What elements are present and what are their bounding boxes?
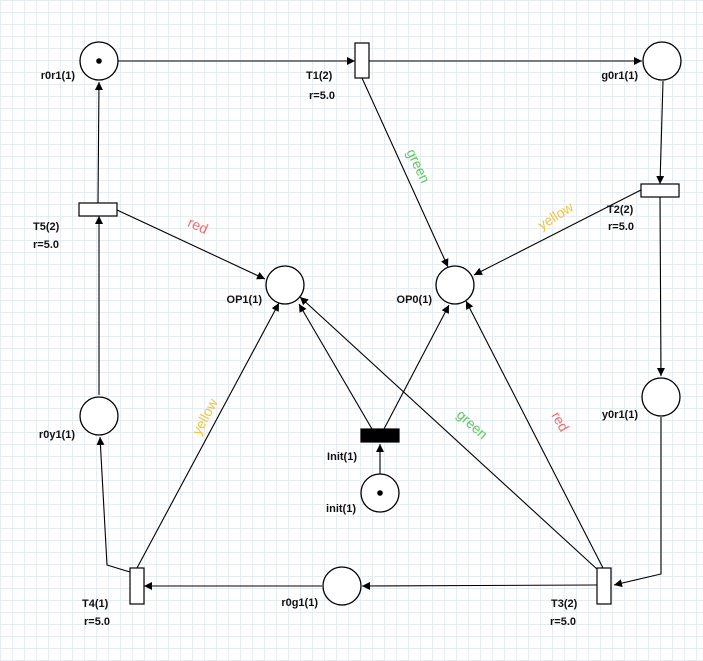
transition-label-init: Init(1): [327, 451, 357, 463]
arc-init-t-op0: [383, 304, 450, 430]
place-label-y0r1: y0r1(1): [602, 409, 638, 421]
arc-label-t3-op1: green: [454, 406, 491, 442]
transition-rate-t2: r=5.0: [608, 221, 634, 233]
place-op1[interactable]: [265, 265, 305, 305]
transition-t4[interactable]: [129, 567, 145, 605]
transition-label-t2: T2(2): [607, 204, 634, 216]
arc-label-t5-op1: red: [186, 214, 211, 237]
place-label-r0y1: r0y1(1): [39, 429, 75, 441]
arc-t3-r0g1: [361, 581, 598, 590]
transition-label-t3: T3(2): [551, 598, 578, 610]
arc-t3-op1: [299, 296, 599, 571]
arc-t4-op1: [136, 302, 280, 569]
transition-init[interactable]: [360, 428, 400, 443]
arc-t5-r0r1: [94, 81, 103, 204]
transition-rate-t5: r=5.0: [33, 239, 59, 251]
transition-label-t1: T1(2): [306, 70, 333, 82]
arc-t1-op0: [361, 77, 449, 268]
transition-label-t4: T4(1): [82, 598, 109, 610]
place-label-g0r1: g0r1(1): [601, 70, 638, 82]
transition-rate-t1: r=5.0: [309, 90, 335, 102]
place-r0g1[interactable]: [322, 566, 362, 606]
token: [96, 58, 102, 64]
place-label-r0r1: r0r1(1): [41, 70, 76, 82]
place-g0r1[interactable]: [642, 41, 682, 81]
transition-t2[interactable]: [640, 183, 680, 198]
place-op0[interactable]: [435, 265, 475, 305]
transition-rate-t3: r=5.0: [550, 616, 576, 628]
transition-t1[interactable]: [354, 42, 370, 79]
arcs: [94, 57, 665, 590]
place-r0y1[interactable]: [79, 396, 119, 436]
transition-t5[interactable]: [78, 202, 118, 217]
token: [377, 490, 383, 496]
place-label-op1: OP1(1): [227, 294, 263, 306]
transition-t3[interactable]: [596, 567, 612, 605]
arc-t2-y0r1: [656, 196, 665, 377]
arc-t2-op0: [473, 189, 642, 276]
place-y0r1[interactable]: [641, 377, 681, 417]
arc-label-t3-op0: red: [548, 409, 572, 435]
arc-label-t4-op1: yellow: [188, 395, 221, 438]
arc-init-t-op1: [298, 303, 373, 430]
arc-label-t2-op0: yellow: [535, 198, 577, 233]
arc-t5-op1: [116, 209, 266, 280]
place-label-op0: OP0(1): [397, 294, 433, 306]
arc-y0r1-t3: [613, 417, 662, 588]
arc-t3-op0: [465, 300, 604, 569]
place-init[interactable]: [360, 473, 400, 513]
transition-rate-t4: r=5.0: [84, 616, 110, 628]
arc-t4-r0y1: [96, 436, 131, 573]
arc-g0r1-t2: [656, 80, 665, 185]
transition-label-t5: T5(2): [33, 221, 60, 233]
place-label-r0g1: r0g1(1): [281, 597, 318, 609]
place-r0r1[interactable]: [79, 41, 119, 81]
place-label-init: init(1): [326, 503, 356, 515]
